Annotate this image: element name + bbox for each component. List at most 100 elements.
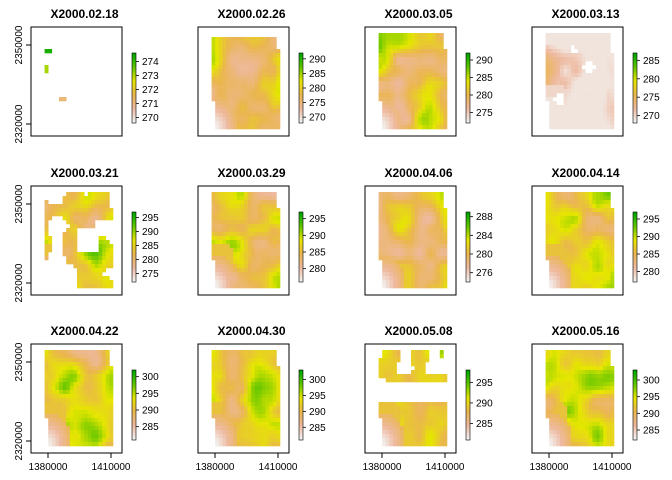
raster-cell [269, 216, 274, 221]
raster-cell [254, 89, 259, 94]
legend-swatch [299, 259, 303, 262]
raster-cell [262, 216, 266, 221]
raster-cell [62, 426, 67, 431]
raster-cell [552, 228, 557, 233]
raster-cell [222, 77, 227, 82]
raster-cell [105, 244, 110, 249]
raster-cell [382, 200, 387, 205]
raster-cell [567, 49, 572, 54]
legend-label: 300 [309, 375, 326, 386]
legend-swatch [633, 70, 637, 73]
raster-cell [382, 350, 387, 355]
raster-cell [606, 350, 611, 355]
raster-cell [236, 212, 241, 217]
raster-cell [596, 264, 600, 269]
legend-swatch [132, 398, 136, 401]
raster-cell [265, 61, 270, 66]
raster-cell [585, 232, 590, 237]
raster-cell [549, 65, 554, 70]
raster-cell [211, 354, 216, 359]
raster-cell [95, 370, 99, 375]
raster-cell [396, 204, 401, 209]
raster-cell [44, 366, 49, 371]
raster-cell [244, 89, 248, 94]
raster-cell [592, 85, 597, 90]
legend-swatch [299, 431, 303, 434]
raster-cell [407, 49, 412, 54]
raster-cell [91, 354, 96, 359]
raster-cell [98, 422, 103, 427]
raster-cell [276, 272, 281, 277]
raster-cell [91, 280, 96, 285]
raster-cell [276, 370, 281, 375]
legend-swatch [633, 261, 637, 264]
raster-cell [411, 41, 415, 46]
raster-cell [247, 438, 252, 443]
raster-cell [606, 236, 611, 241]
raster-cell [400, 33, 405, 38]
raster-cell [251, 97, 256, 102]
raster-cell [389, 284, 394, 289]
raster-cell [218, 69, 223, 74]
raster-cell [425, 113, 430, 118]
raster-cell [443, 105, 448, 110]
raster-cell [80, 382, 85, 387]
raster-cell [226, 256, 230, 261]
raster-cell [418, 402, 423, 407]
raster-cell [51, 414, 56, 419]
raster-cell [418, 208, 423, 213]
raster-cell [414, 268, 419, 273]
raster-cell [378, 358, 383, 363]
raster-cell [610, 252, 615, 257]
raster-cell [226, 264, 230, 269]
raster-cell [596, 354, 600, 359]
raster-cell [80, 438, 85, 443]
raster-cell [556, 354, 561, 359]
raster-cell [563, 228, 568, 233]
raster-cell [254, 394, 259, 399]
raster-cell [233, 121, 238, 126]
raster-cell [574, 378, 579, 383]
raster-cell [407, 434, 412, 439]
raster-cell [211, 65, 216, 70]
raster-cell [55, 390, 60, 395]
raster-cell [592, 204, 597, 209]
raster-cell [425, 109, 430, 114]
raster-cell [265, 212, 270, 217]
raster-cell [229, 398, 234, 403]
raster-cell [407, 402, 412, 407]
raster-cell [269, 358, 274, 363]
raster-cell [563, 196, 568, 201]
raster-cell [95, 418, 99, 423]
raster-cell [436, 374, 441, 379]
raster-cell [563, 208, 568, 213]
raster-cell [545, 244, 550, 249]
legend-swatch [633, 63, 637, 66]
raster-cell [400, 89, 405, 94]
raster-cell [385, 33, 390, 38]
raster-cell [62, 358, 67, 363]
raster-cell [98, 378, 103, 383]
raster-cell [581, 362, 586, 367]
raster-cell [229, 37, 234, 42]
raster-cell [393, 208, 397, 213]
raster-cell [233, 37, 238, 42]
raster-cell [269, 362, 274, 367]
legend-swatch [132, 399, 136, 402]
legend-swatch [132, 81, 136, 84]
legend-swatch [132, 54, 136, 57]
raster-cell [563, 220, 568, 225]
raster-cell [254, 414, 259, 419]
raster-cell [570, 256, 575, 261]
raster-cell [400, 216, 405, 221]
raster-cell [560, 394, 564, 399]
raster-cell [563, 125, 568, 130]
raster-cell [418, 113, 423, 118]
raster-cell [393, 362, 397, 367]
raster-cell [545, 374, 550, 379]
raster-cell [436, 284, 441, 289]
raster-cell [84, 280, 89, 285]
raster-cell [262, 248, 266, 253]
legend-swatch [466, 77, 470, 80]
raster-cell [396, 49, 401, 54]
